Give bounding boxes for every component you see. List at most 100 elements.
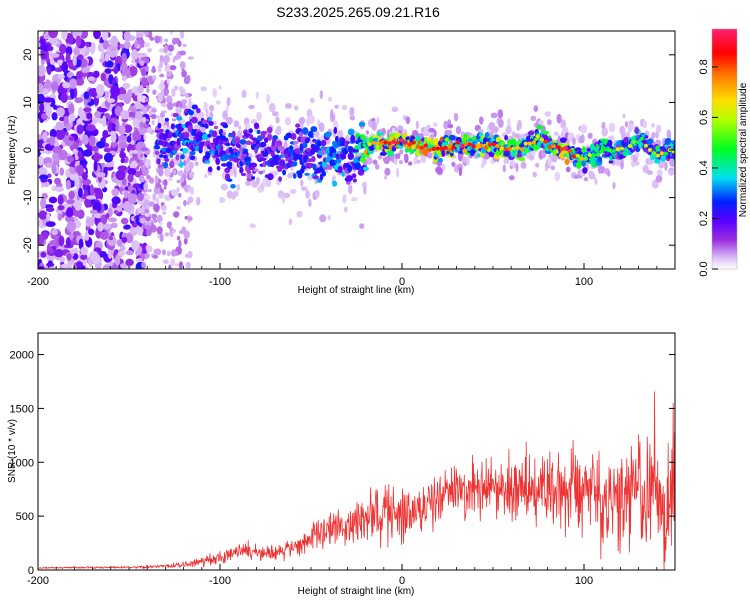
heatmap-cell <box>164 232 170 237</box>
heatmap-cell <box>131 49 138 61</box>
heatmap-cell <box>267 173 274 181</box>
heatmap-cell <box>295 148 301 155</box>
heatmap-cell <box>143 123 149 129</box>
heatmap-cell <box>201 119 208 125</box>
heatmap-cell <box>330 109 334 119</box>
heatmap-cell <box>238 125 242 130</box>
heatmap-cell <box>278 176 282 182</box>
heatmap-cell <box>302 142 308 149</box>
heatmap-cell <box>77 164 84 177</box>
colorbar-ticks: 0.0 0.2 0.4 0.6 0.8 <box>698 59 718 277</box>
heatmap-cell <box>91 145 99 152</box>
heatmap-cell <box>226 190 233 199</box>
heatmap-cell <box>337 130 344 139</box>
heatmap-cell <box>226 178 233 182</box>
heatmap-cell <box>176 235 181 241</box>
x-tick-label: -200 <box>27 276 49 288</box>
heatmap-cell <box>627 144 633 148</box>
heatmap-cell <box>186 74 191 84</box>
heatmap-cell <box>187 216 193 222</box>
heatmap-cell <box>233 168 237 178</box>
heatmap-cell <box>54 67 64 72</box>
heatmap-cell <box>251 176 256 180</box>
heatmap-cell <box>239 139 247 145</box>
heatmap-cell <box>272 111 279 117</box>
heatmap-cell <box>536 125 544 130</box>
heatmap-cell <box>256 129 261 135</box>
heatmap-cell <box>587 132 593 139</box>
heatmap-cell <box>519 147 524 152</box>
heatmap-cell <box>260 130 268 135</box>
heatmap-cell <box>150 113 157 120</box>
heatmap-cell <box>110 141 118 148</box>
heatmap-cell <box>475 144 480 149</box>
heatmap-cell <box>141 147 148 152</box>
heatmap-cell <box>607 170 611 177</box>
snr-y-ticks: 0 500 1000 1500 2000 <box>10 350 675 577</box>
heatmap-cell <box>181 70 188 78</box>
heatmap-cell <box>110 35 119 47</box>
heatmap-cell <box>171 118 177 122</box>
heatmap-cell <box>245 140 252 145</box>
heatmap-cell <box>69 248 78 253</box>
heatmap-cell <box>372 159 378 165</box>
heatmap-cell <box>113 65 118 75</box>
heatmap-cell <box>102 129 109 139</box>
heatmap-cell <box>332 152 337 156</box>
heatmap-cell <box>635 140 641 145</box>
heatmap-cell <box>289 188 297 194</box>
heatmap-cell <box>142 168 149 176</box>
heatmap-cell <box>159 73 165 78</box>
heatmap-cell <box>43 97 54 103</box>
heatmap-cell <box>200 126 206 133</box>
heatmap-cell <box>305 189 310 199</box>
heatmap-cell <box>151 68 157 73</box>
heatmap-cell <box>118 142 128 149</box>
heatmap-cell <box>503 147 508 152</box>
heatmap-cell <box>208 121 214 126</box>
heatmap-cell <box>65 215 74 223</box>
heatmap-cell <box>208 117 212 122</box>
heatmap-cell <box>84 197 92 208</box>
heatmap-cell <box>352 178 357 183</box>
heatmap-cell <box>623 147 629 152</box>
heatmap-cell <box>48 248 54 253</box>
heatmap-cell <box>527 131 535 136</box>
heatmap-cell <box>147 189 152 193</box>
heatmap-cell <box>219 144 224 153</box>
heatmap-cell <box>507 146 512 151</box>
heatmap-cell <box>244 156 252 163</box>
heatmap-cell <box>83 107 92 113</box>
heatmap-cell <box>89 184 94 196</box>
heatmap-cell <box>82 134 89 145</box>
heatmap-cell <box>572 137 576 146</box>
heatmap-cell <box>75 35 82 47</box>
heatmap-cell <box>153 145 161 150</box>
heatmap-cell <box>49 240 56 246</box>
heatmap-cell <box>86 217 95 227</box>
heatmap-cell <box>121 236 128 243</box>
heatmap-cell <box>171 189 179 197</box>
heatmap-cell <box>117 165 128 172</box>
heatmap-cell <box>159 221 163 226</box>
heatmap-cell <box>289 145 294 150</box>
heatmap-cell <box>504 134 508 141</box>
heatmap-cell <box>170 123 175 130</box>
heatmap-cell <box>38 235 45 246</box>
heatmap-cell <box>543 139 548 144</box>
heatmap-cell <box>154 150 160 155</box>
heatmap-cell <box>176 206 181 210</box>
heatmap-cell <box>503 158 510 164</box>
heatmap-cell <box>139 217 147 224</box>
heatmap-cell <box>43 32 49 40</box>
heatmap-cell <box>332 174 336 181</box>
heatmap-cell <box>153 203 160 212</box>
heatmap-cell <box>158 164 162 169</box>
heatmap-cell <box>176 138 181 146</box>
heatmap-cell <box>78 238 84 250</box>
heatmap-cell <box>65 123 72 131</box>
y-tick-label: 0 <box>22 147 34 153</box>
heatmap-cell <box>60 93 68 103</box>
heatmap-cell <box>220 183 228 191</box>
heatmap-cell <box>530 115 537 122</box>
